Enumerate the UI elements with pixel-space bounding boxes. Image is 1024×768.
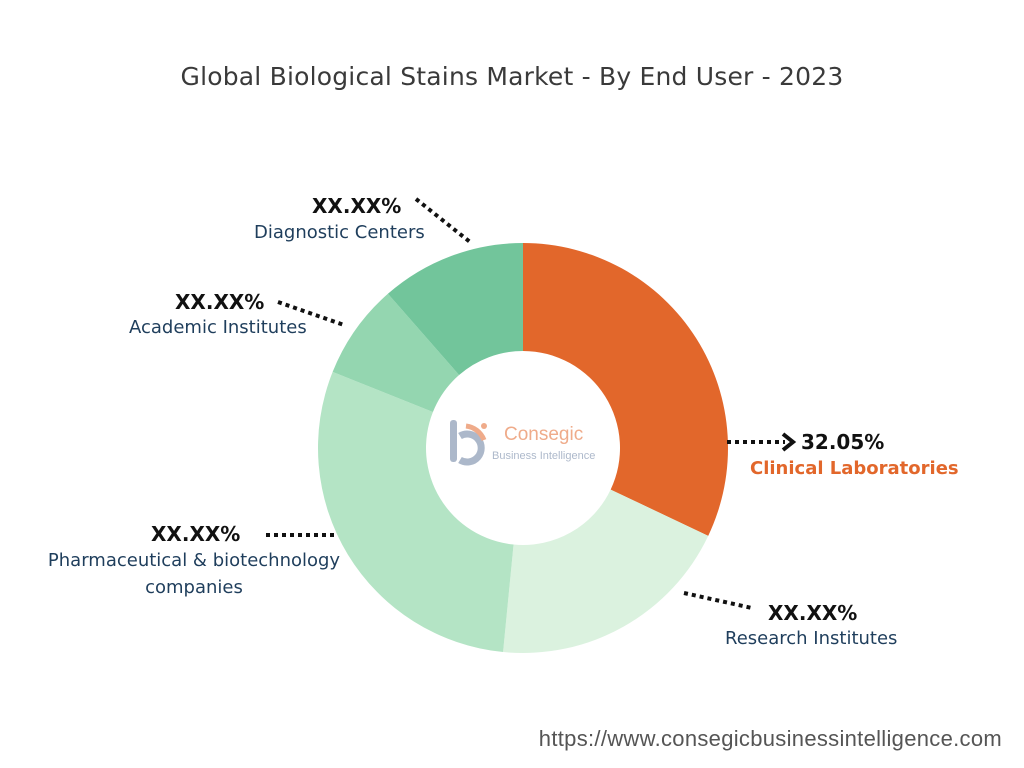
data-label-academic-institutes: XX.XX% xyxy=(175,290,265,314)
data-label-diagnostic-centers: XX.XX% xyxy=(312,194,402,218)
consegic-logo-icon xyxy=(450,420,487,466)
data-label-clinical-laboratories: 32.05% xyxy=(801,430,885,454)
watermark-tagline: Business Intelligence xyxy=(492,450,596,462)
category-label-diagnostic-centers: Diagnostic Centers xyxy=(254,222,425,243)
leader-line-diagnostic-centers xyxy=(414,197,472,244)
data-label-pharmaceutical: XX.XX% xyxy=(151,522,241,546)
leader-line-research-institutes xyxy=(683,591,753,610)
watermark-name: Consegic xyxy=(504,424,584,445)
arrow-head-clinical-laboratories xyxy=(781,432,797,452)
consegic-watermark-logo: Consegic Business Intelligence xyxy=(436,412,606,472)
donut-slice-pharmaceutical-biotechnology-companies xyxy=(318,371,514,653)
data-label-research-institutes: XX.XX% xyxy=(768,601,858,625)
category-label-clinical-laboratories: Clinical Laboratories xyxy=(750,458,959,479)
category-label-pharmaceutical-line2: companies xyxy=(145,577,243,598)
category-label-pharmaceutical-line1: Pharmaceutical & biotechnology xyxy=(47,550,341,571)
category-label-pharmaceutical: Pharmaceutical & biotechnology companies xyxy=(36,550,352,598)
donut-slice-clinical-laboratories xyxy=(523,243,729,536)
source-url: https://www.consegicbusinessintelligence… xyxy=(538,726,1002,751)
donut-slice-research-institutes xyxy=(503,489,709,653)
donut-slice-academic-institutes xyxy=(332,293,460,413)
leader-line-academic-institutes xyxy=(277,300,345,327)
leader-lines xyxy=(266,197,785,610)
category-label-research-institutes: Research Institutes xyxy=(725,628,898,649)
donut-slices xyxy=(318,243,729,653)
chart-title: Global Biological Stains Market - By End… xyxy=(180,62,844,91)
category-label-academic-institutes: Academic Institutes xyxy=(129,317,307,338)
donut-slice-diagnostic-centers xyxy=(387,243,523,376)
